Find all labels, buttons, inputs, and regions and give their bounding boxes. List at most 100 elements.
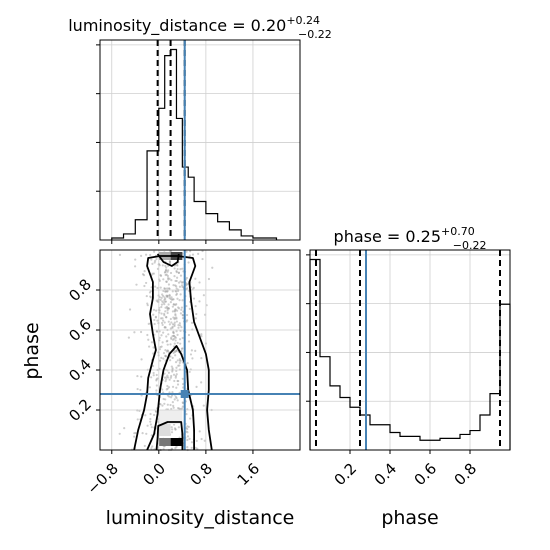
- scatter-point: [150, 376, 153, 379]
- scatter-point: [168, 261, 172, 264]
- scatter-point: [128, 308, 132, 311]
- x-tick-label: 0.4: [371, 460, 401, 490]
- scatter-point: [186, 361, 189, 365]
- scatter-point: [176, 333, 179, 337]
- scatter-point: [180, 326, 183, 329]
- title-text: luminosity_distance = 0.20: [68, 16, 286, 36]
- scatter-point: [133, 331, 136, 334]
- scatter-point: [171, 310, 174, 313]
- scatter-point: [176, 267, 179, 271]
- scatter-point: [152, 346, 155, 349]
- scatter-point: [185, 313, 189, 317]
- scatter-point: [175, 290, 178, 293]
- scatter-point: [134, 265, 137, 268]
- scatter-point: [161, 317, 164, 320]
- scatter-point: [166, 274, 169, 278]
- scatter-point: [190, 441, 194, 444]
- scatter-point: [170, 394, 174, 397]
- scatter-point: [158, 348, 162, 351]
- scatter-point: [173, 267, 176, 270]
- luminosity-distance-title: luminosity_distance = 0.20+0.24 −0.22: [68, 14, 332, 41]
- scatter-point: [175, 279, 178, 283]
- scatter-point: [123, 427, 126, 430]
- scatter-point: [166, 343, 169, 346]
- scatter-point: [161, 404, 164, 407]
- scatter-point: [195, 385, 198, 388]
- scatter-point: [163, 372, 166, 375]
- scatter-point: [194, 349, 197, 352]
- scatter-point: [163, 326, 166, 329]
- scatter-point: [171, 428, 174, 431]
- scatter-point: [181, 281, 184, 284]
- scatter-point: [162, 319, 165, 322]
- scatter-point: [170, 374, 173, 378]
- scatter-point: [198, 281, 201, 284]
- scatter-point: [174, 376, 177, 379]
- scatter-point: [170, 426, 173, 429]
- scatter-point: [170, 321, 173, 324]
- scatter-point: [190, 349, 193, 352]
- scatter-point: [166, 403, 169, 406]
- scatter-point: [134, 258, 137, 261]
- scatter-point: [181, 299, 184, 302]
- scatter-point: [163, 299, 166, 302]
- scatter-point: [155, 299, 158, 302]
- title-upper-error: +0.70: [441, 225, 475, 238]
- scatter-point: [172, 331, 175, 335]
- x-tick-label: 0.6: [411, 460, 441, 490]
- scatter-point: [169, 355, 172, 358]
- scatter-point: [177, 271, 181, 274]
- scatter-point: [163, 312, 166, 315]
- scatter-point: [169, 359, 172, 362]
- luminosity-distance-histogram-panel: [96, 39, 301, 244]
- scatter-point: [140, 375, 143, 378]
- scatter-point: [181, 377, 184, 380]
- scatter-point: [201, 257, 204, 261]
- scatter-point: [170, 431, 174, 434]
- density-cell: [170, 438, 183, 446]
- y-tick-label: 0.8: [65, 275, 95, 305]
- scatter-point: [155, 309, 158, 312]
- x-axis-label-phase: phase: [381, 507, 438, 529]
- scatter-point: [177, 326, 180, 329]
- scatter-point: [200, 335, 203, 338]
- scatter-point: [155, 330, 158, 333]
- scatter-point: [166, 349, 169, 352]
- scatter-point: [197, 252, 200, 255]
- contour-line: [155, 421, 184, 451]
- scatter-point: [135, 283, 138, 286]
- x-tick-label: 0.8: [451, 460, 481, 490]
- scatter-point: [162, 351, 166, 355]
- scatter-point: [175, 309, 179, 312]
- scatter-point: [150, 258, 153, 261]
- scatter-point: [179, 342, 182, 345]
- scatter-point: [171, 323, 175, 326]
- scatter-point: [182, 383, 185, 386]
- scatter-point: [188, 370, 191, 374]
- scatter-point: [176, 297, 179, 300]
- scatter-point: [174, 354, 177, 357]
- scatter-point: [155, 257, 158, 261]
- scatter-point: [179, 274, 183, 277]
- scatter-point: [164, 310, 167, 313]
- scatter-point: [167, 277, 170, 280]
- scatter-point: [176, 359, 179, 362]
- scatter-point: [155, 378, 158, 381]
- scatter-point: [170, 337, 173, 340]
- scatter-point: [171, 391, 174, 394]
- title-lower-error: −0.22: [453, 239, 487, 252]
- scatter-point: [171, 385, 175, 388]
- scatter-point: [155, 389, 158, 392]
- scatter-point: [187, 333, 191, 337]
- scatter-point: [181, 267, 184, 270]
- scatter-point: [153, 413, 156, 417]
- scatter-point: [172, 404, 175, 407]
- scatter-point: [175, 287, 178, 290]
- scatter-point: [174, 428, 177, 431]
- scatter-point: [170, 279, 173, 282]
- scatter-point: [156, 286, 159, 290]
- scatter-point: [186, 427, 189, 431]
- scatter-point: [177, 407, 180, 410]
- scatter-point: [190, 446, 193, 449]
- scatter-point: [185, 250, 188, 253]
